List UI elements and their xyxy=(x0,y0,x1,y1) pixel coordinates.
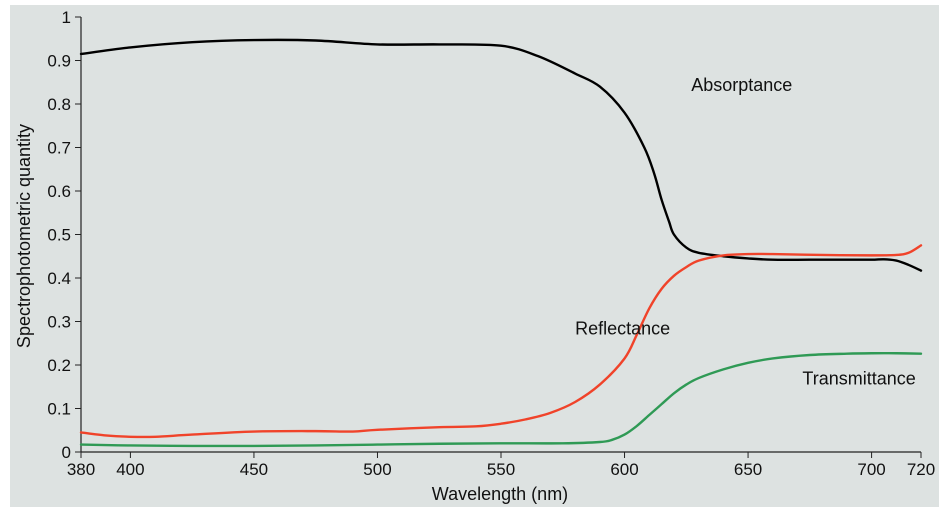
series-layer xyxy=(79,38,923,448)
plot-background xyxy=(10,5,939,507)
series-label-absorptance: Absorptance xyxy=(691,75,792,95)
y-tick-label: 1 xyxy=(62,8,71,27)
y-tick-label: 0 xyxy=(62,443,71,462)
series-line-absorptance xyxy=(79,38,923,272)
annotation-layer: Absorptance Reflectance Transmittance xyxy=(575,75,916,389)
y-tick-label: 0.7 xyxy=(47,139,71,158)
series-line-transmittance xyxy=(79,351,923,448)
x-tick-label: 550 xyxy=(487,460,515,479)
x-tick-label: 450 xyxy=(240,460,268,479)
x-tick-label: 380 xyxy=(67,460,95,479)
x-tick-label: 720 xyxy=(907,460,935,479)
series-label-transmittance: Transmittance xyxy=(802,369,915,389)
y-tick-label: 0.9 xyxy=(47,52,71,71)
y-tick-label: 0.4 xyxy=(47,269,71,288)
x-tick-label: 500 xyxy=(363,460,391,479)
x-tick-label: 600 xyxy=(610,460,638,479)
x-tick-label: 400 xyxy=(116,460,144,479)
x-axis-title: Wavelength (nm) xyxy=(432,484,568,504)
y-tick-label: 0.1 xyxy=(47,400,71,419)
y-tick-label: 0.8 xyxy=(47,95,71,114)
series-label-reflectance: Reflectance xyxy=(575,319,670,339)
y-tick-label: 0.2 xyxy=(47,356,71,375)
axes: 380 400 450 500 550 600 650 700 720 0 0.1 0.2 0.3 0.4… xyxy=(47,8,935,479)
y-tick-label: 0.3 xyxy=(47,313,71,332)
x-tick-label: 700 xyxy=(857,460,885,479)
series-line-reflectance xyxy=(79,244,923,439)
y-tick-label: 0.6 xyxy=(47,182,71,201)
y-axis-title: Spectrophotometric quantity xyxy=(14,124,34,348)
x-tick-label: 650 xyxy=(734,460,762,479)
y-tick-label: 0.5 xyxy=(47,226,71,245)
